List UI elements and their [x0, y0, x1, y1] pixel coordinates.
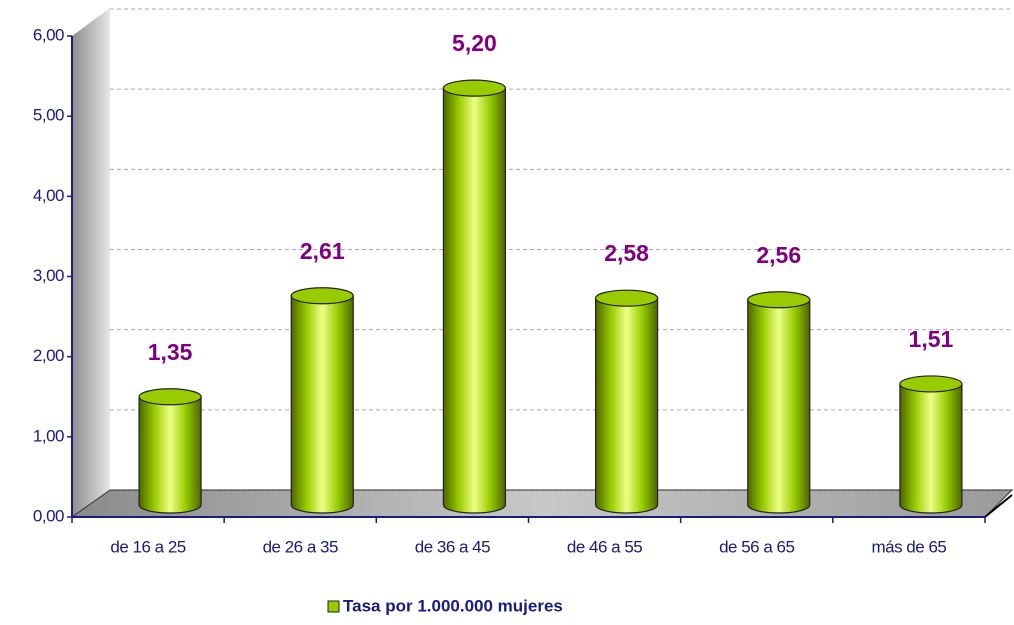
x-tick-label: de 56 a 65 — [719, 537, 794, 556]
bar-top — [594, 289, 659, 307]
x-tick-label: de 36 a 45 — [415, 537, 490, 556]
bar — [747, 299, 811, 514]
x-tick-label: de 46 a 55 — [567, 537, 642, 556]
floor-corner — [984, 494, 1013, 518]
x-tick-label: de 16 a 25 — [110, 537, 185, 556]
value-label: 5,20 — [452, 30, 497, 56]
floor — [70, 489, 1014, 518]
bar — [138, 396, 202, 514]
y-tick-label: 1,00 — [33, 426, 64, 445]
y-tick-label: 4,00 — [33, 186, 64, 205]
x-tick-label: de 26 a 35 — [263, 537, 338, 556]
x-tick-label: más de 65 — [871, 537, 946, 556]
bar — [594, 297, 659, 514]
bar-top — [138, 388, 202, 406]
bar-top — [442, 79, 507, 97]
side-wall — [72, 8, 110, 517]
y-tick-label: 3,00 — [33, 266, 64, 285]
bar-top — [747, 291, 811, 309]
value-label: 1,35 — [148, 339, 193, 365]
value-label: 2,58 — [604, 240, 649, 266]
bar — [899, 383, 963, 514]
y-tick-label: 2,00 — [33, 346, 64, 365]
bar — [290, 295, 354, 514]
y-tick-label: 0,00 — [33, 506, 64, 525]
bar-top — [899, 375, 963, 393]
legend-swatch — [327, 600, 340, 613]
y-tick-label: 5,00 — [33, 106, 64, 125]
y-tick-label: 6,00 — [33, 25, 64, 44]
legend-label: Tasa por 1.000.000 mujeres — [343, 596, 563, 615]
value-label: 1,51 — [909, 326, 954, 352]
value-label: 2,56 — [756, 242, 801, 268]
value-label: 2,61 — [300, 238, 345, 264]
bar — [442, 87, 507, 514]
bar-top — [290, 287, 354, 305]
